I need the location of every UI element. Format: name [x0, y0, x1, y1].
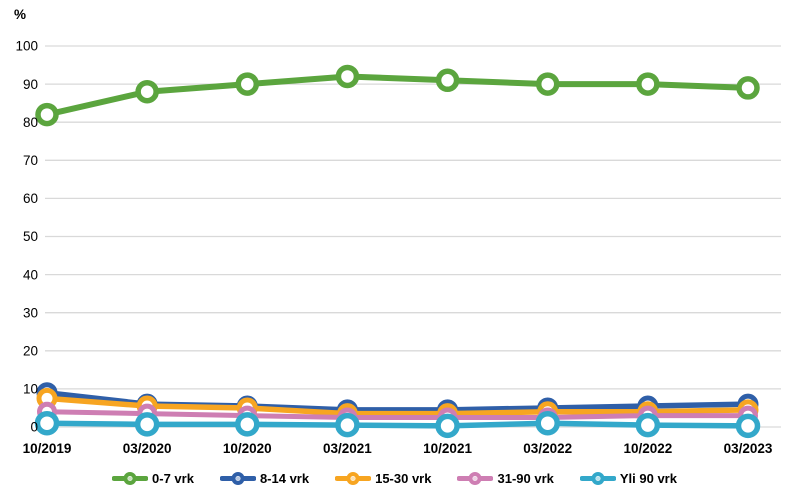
series-yli-90-vrk: [34, 410, 761, 439]
data-point-marker: [35, 102, 59, 127]
y-axis-title: %: [14, 7, 26, 22]
series-layer: [34, 64, 761, 439]
data-point-marker: [735, 413, 761, 439]
data-point-marker: [636, 72, 660, 96]
x-tick-label: 03/2022: [523, 441, 572, 456]
y-tick-label: 90: [23, 77, 38, 92]
legend-item-yli-90-vrk: Yli 90 vrk: [579, 470, 677, 486]
y-tick-label: 100: [15, 39, 38, 54]
series-line: [44, 420, 751, 429]
x-tick-label: 10/2022: [623, 441, 672, 456]
data-point-marker: [535, 410, 560, 436]
x-tick-label: 03/2023: [724, 441, 773, 456]
data-point-marker: [335, 412, 360, 438]
legend-label: Yli 90 vrk: [619, 470, 677, 486]
series-line: [44, 395, 751, 417]
data-point-marker: [335, 64, 360, 89]
series-line: [44, 409, 751, 420]
y-tick-label: 70: [23, 153, 38, 168]
x-tick-label: 10/2021: [423, 441, 472, 456]
y-tick-label: 50: [23, 229, 38, 244]
data-point-marker: [135, 79, 159, 104]
legend-item-31-90-vrk: 31-90 vrk: [457, 470, 554, 486]
gridlines: [45, 45, 781, 428]
legend-marker-icon: [457, 471, 494, 485]
legend-marker-icon: [579, 471, 616, 485]
data-point-marker: [235, 412, 260, 437]
legend-label: 15-30 vrk: [375, 470, 432, 486]
y-tick-label: 20: [23, 344, 38, 359]
data-point-marker: [134, 412, 160, 437]
axis-labels: 0 10 20 30 40 50 60 70 80 90 100 10/2019 03/2020 10/2…: [15, 39, 772, 456]
series-line: [44, 73, 751, 118]
x-tick-label: 03/2020: [123, 441, 172, 456]
legend-marker-icon: [112, 471, 149, 485]
data-point-marker: [736, 76, 760, 100]
legend-marker-icon: [219, 471, 256, 485]
legend-item-8-14-vrk: 8-14 vrk: [219, 470, 310, 486]
x-tick-label: 10/2020: [223, 441, 272, 456]
data-point-marker: [435, 413, 460, 439]
legend-item-0-7-vrk: 0-7 vrk: [112, 471, 194, 486]
data-point-marker: [34, 410, 60, 436]
x-tick-label: 03/2021: [323, 441, 372, 456]
y-tick-label: 80: [23, 115, 38, 130]
series-0-7-vrk: [35, 64, 760, 127]
chart-legend: 0-7 vrk 8-14 vrk 15-30 vrk 31-90 vrk Yli 90 …: [0, 465, 789, 491]
data-point-marker: [435, 68, 460, 93]
legend-label: 0-7 vrk: [152, 470, 194, 486]
legend-label: 31-90 vrk: [497, 470, 554, 486]
legend-marker-icon: [335, 471, 372, 485]
legend-item-15-30-vrk: 15-30 vrk: [335, 471, 431, 486]
line-chart: 0 10 20 30 40 50 60 70 80 90 100 10/2019 03/2020 10/2…: [14, 7, 781, 456]
data-point-marker: [235, 72, 260, 96]
y-tick-label: 30: [23, 305, 38, 320]
data-point-marker: [535, 72, 560, 96]
x-tick-label: 10/2019: [23, 441, 72, 456]
y-tick-label: 40: [23, 267, 38, 282]
y-tick-label: 10: [23, 382, 38, 397]
y-tick-label: 60: [23, 191, 38, 206]
data-point-marker: [635, 412, 661, 438]
legend-label: 8-14 vrk: [259, 470, 310, 486]
y-tick-label: 0: [30, 420, 38, 435]
